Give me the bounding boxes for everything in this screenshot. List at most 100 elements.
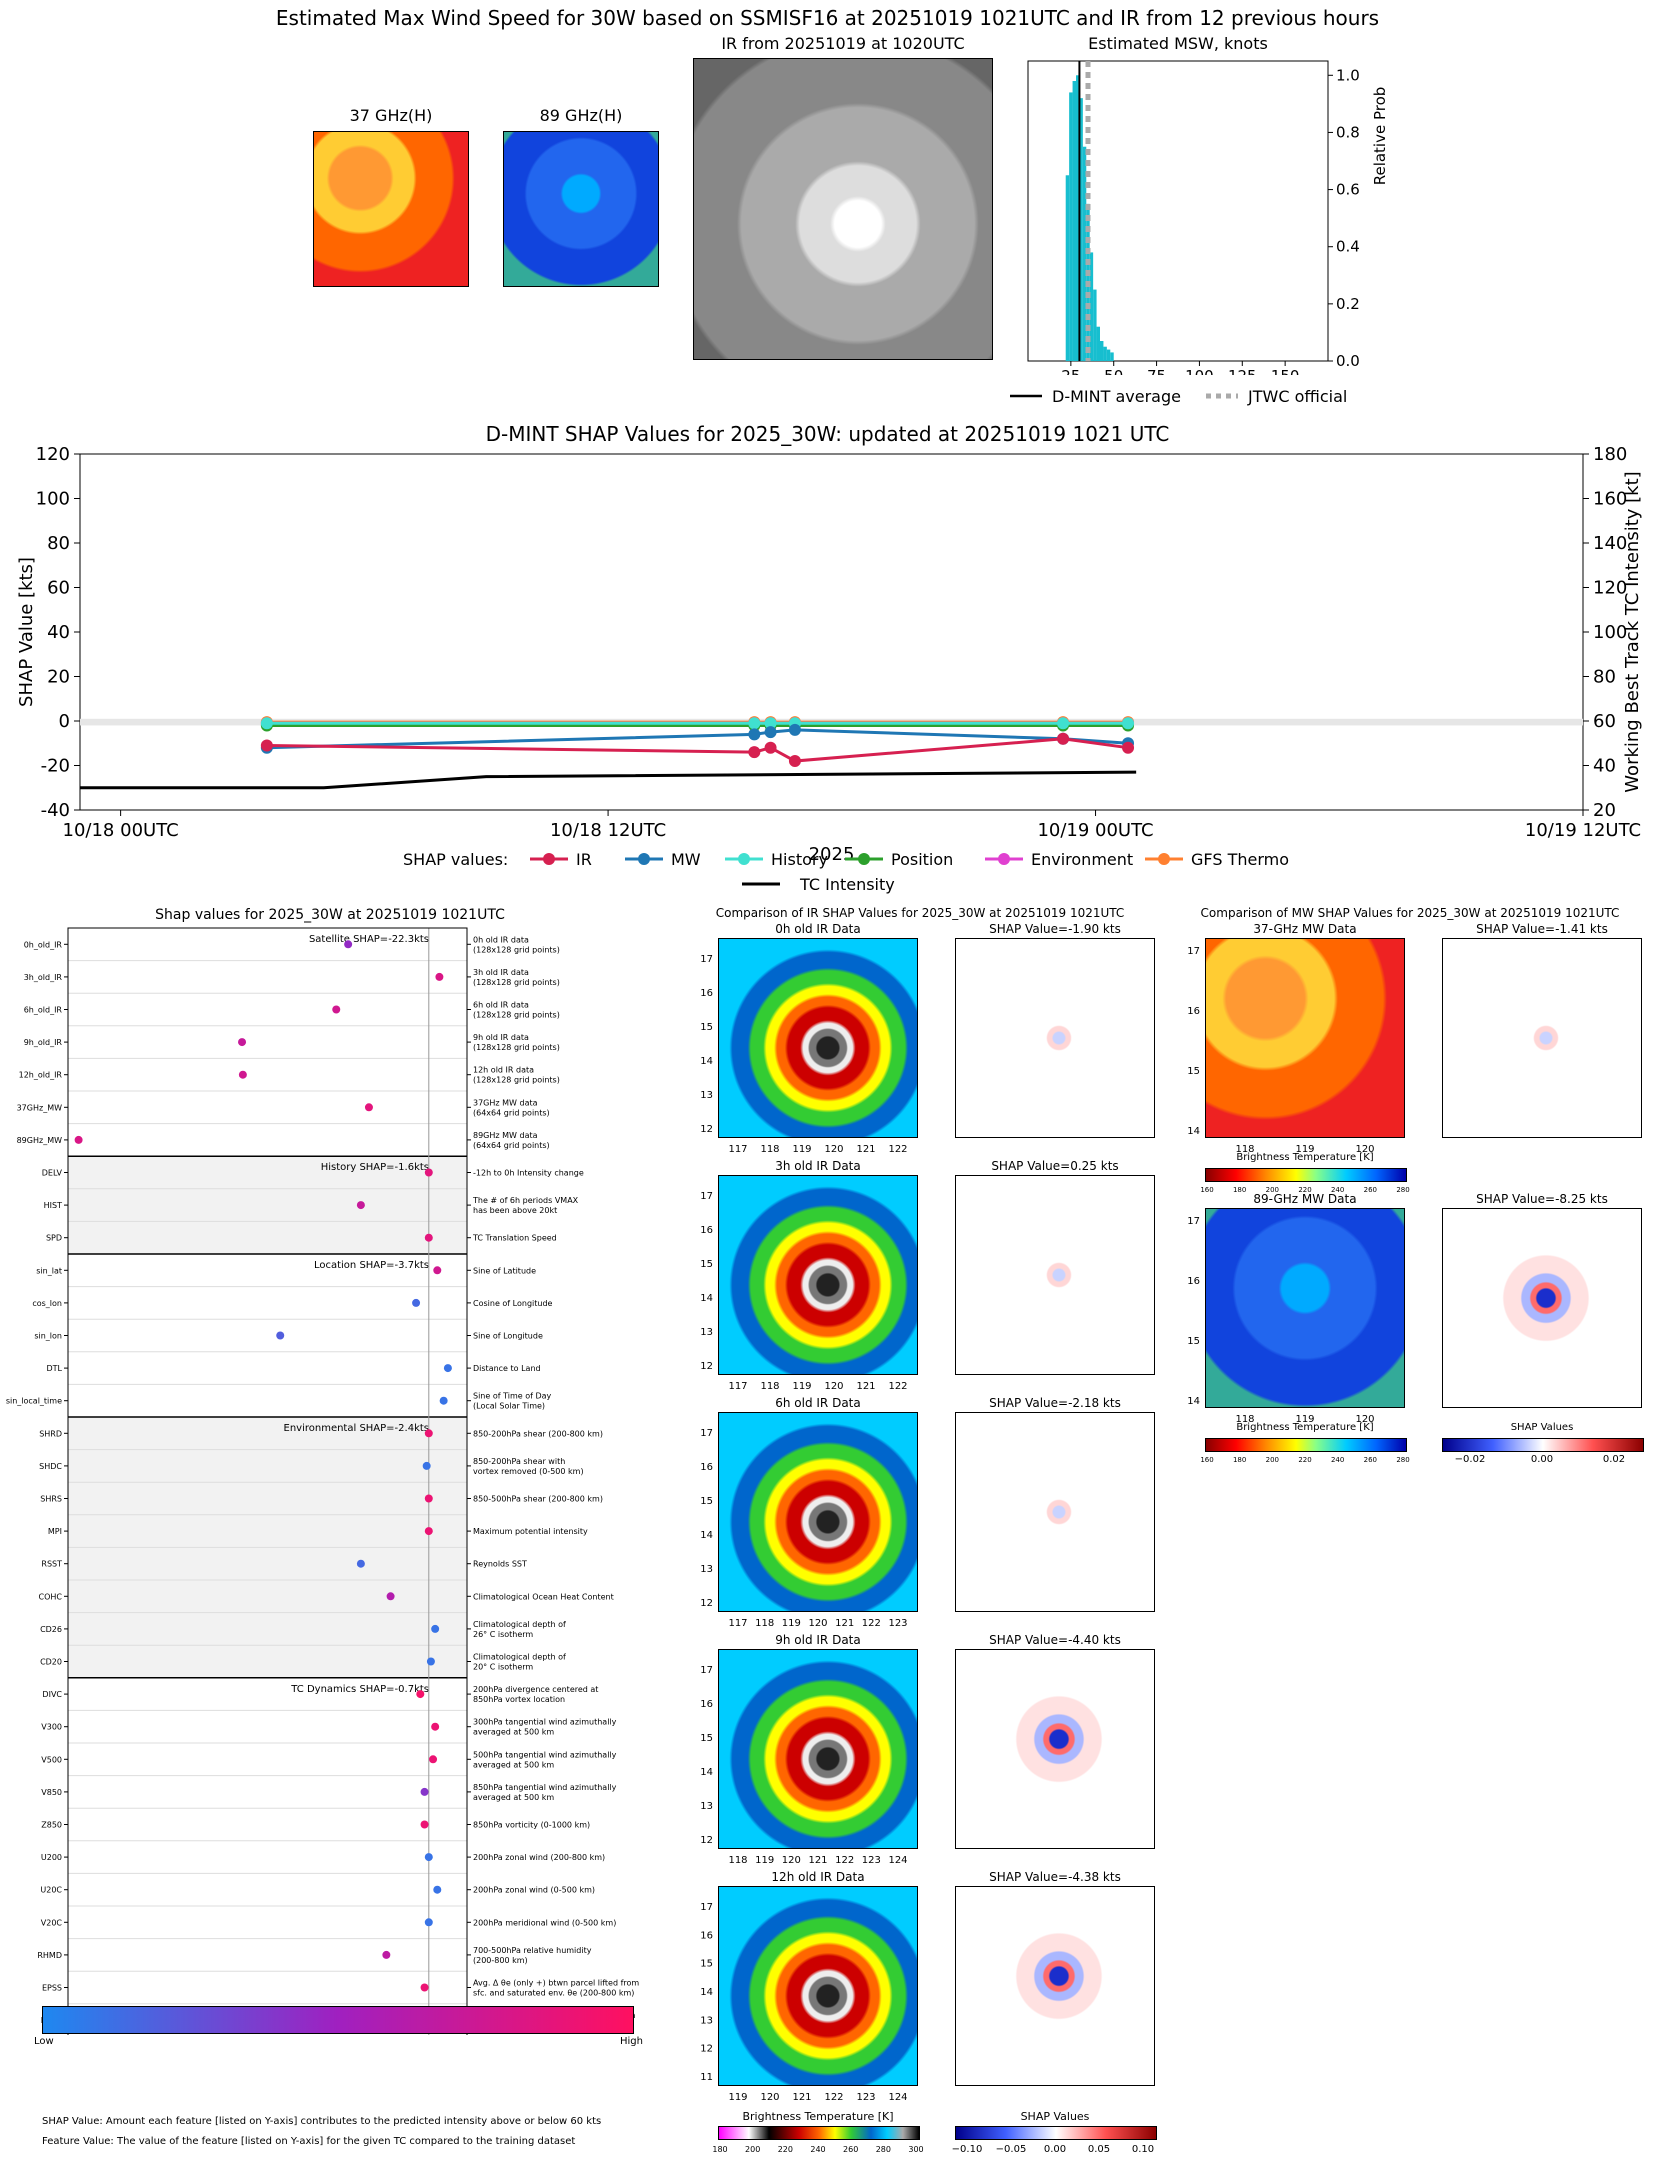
mw89-image xyxy=(1205,1208,1405,1408)
feature-description: 9h old IR data xyxy=(473,1033,529,1042)
msw-histogram: 25 50 75 100 125 150 0.0 0.2 0.4 0.6 0.8 1.0 Relativ… xyxy=(1027,60,1389,375)
feature-description: Distance to Land xyxy=(473,1364,541,1373)
ir-xtick-label: 118 xyxy=(728,1855,747,1866)
feature-description: 850-200hPa shear (200-800 km) xyxy=(473,1429,603,1438)
ir-row-title: 0h old IR Data xyxy=(775,922,861,936)
mw37-shap-title: SHAP Value=-1.41 kts xyxy=(1476,922,1608,936)
mw-ytick-label: 14 xyxy=(1187,1126,1200,1137)
feature-shap-point xyxy=(424,1168,433,1177)
feature-shap-point xyxy=(424,1527,433,1536)
feature-shap-point xyxy=(364,1103,373,1112)
feature-shap-point xyxy=(238,1070,247,1079)
ir-row-axis-ticks: 117 118 119 120 121 122 123 17 16 15 14 13 12 xyxy=(700,1428,907,1629)
feature-description: (64x64 grid points) xyxy=(473,1141,550,1150)
ir-ytick-label: 17 xyxy=(700,1902,713,1913)
feature-description: 6h old IR data xyxy=(473,1001,529,1010)
ir-ytick-label: 15 xyxy=(700,1022,713,1033)
mw-ytick-label: 16 xyxy=(1187,1276,1200,1287)
ir-xtick-label: 117 xyxy=(728,1381,747,1392)
feature-description: 300hPa tangential wind azimuthally xyxy=(473,1718,617,1727)
mw-xtick-label: 119 xyxy=(1295,1414,1314,1425)
mw37-colorbar-label: Brightness Temperature [K] xyxy=(1236,1152,1374,1163)
ts-y2tick-label: 60 xyxy=(1593,711,1616,732)
series-point xyxy=(788,723,801,736)
feature-description: 200hPa zonal wind (0-500 km) xyxy=(473,1886,595,1895)
ir-xtick-label: 123 xyxy=(856,2092,875,2103)
feature-name: sin_lat xyxy=(36,1266,62,1275)
legend-marker xyxy=(738,853,750,865)
feature-shap-point xyxy=(431,1624,440,1633)
feature-description: 20° C isotherm xyxy=(473,1663,533,1672)
feature-name: 89GHz_MW xyxy=(17,1136,62,1145)
feat-title: Shap values for 2025_30W at 20251019 102… xyxy=(155,907,505,923)
ir-xtick-label: 118 xyxy=(760,1144,779,1155)
ir-ytick-label: 17 xyxy=(700,1191,713,1202)
mw-shap-ticks: −0.02 0.00 0.02 xyxy=(1455,1454,1625,1465)
feature-shap-point xyxy=(356,1559,365,1568)
ir-ytick-label: 12 xyxy=(700,1361,713,1372)
ir-xtick-label: 124 xyxy=(888,1855,907,1866)
ir-row-image xyxy=(718,938,918,1138)
ir-xtick-label: 121 xyxy=(856,1144,875,1155)
feature-description: (128x128 grid points) xyxy=(473,945,560,954)
feature-description: 850hPa tangential wind azimuthally xyxy=(473,1783,617,1792)
feature-description: The # of 6h periods VMAX xyxy=(472,1196,579,1205)
colorbar-tick-label: −0.05 xyxy=(996,2144,1027,2155)
feature-description: 200hPa divergence centered at xyxy=(473,1685,598,1694)
ir-row-axis-ticks: 117 118 119 120 121 122 17 16 15 14 13 12 xyxy=(700,1191,907,1392)
ts-ylabel-left: SHAP Value [kts] xyxy=(16,557,37,707)
legend-marker xyxy=(858,853,870,865)
mw37-image xyxy=(1205,938,1405,1138)
ir-xtick-label: 119 xyxy=(755,1855,774,1866)
ir-row-image xyxy=(718,1886,918,2086)
feature-name: RHMD xyxy=(37,1951,62,1960)
ir-xtick-label: 119 xyxy=(792,1381,811,1392)
ts-y2tick-label: 100 xyxy=(1593,622,1627,643)
ir-ytick-label: 16 xyxy=(700,1462,713,1473)
hist-xtick-label: 125 xyxy=(1228,367,1257,375)
ir-ytick-label: 13 xyxy=(700,1801,713,1812)
series-point xyxy=(748,728,761,741)
feature-name: DTL xyxy=(46,1364,62,1373)
feature-name: U20C xyxy=(40,1886,62,1895)
colorbar-tick-label: 240 xyxy=(810,2145,825,2154)
ir-xtick-label: 122 xyxy=(888,1144,907,1155)
feature-name: DELV xyxy=(42,1169,63,1178)
mw-ytick-label: 14 xyxy=(1187,1396,1200,1407)
ir-xtick-label: 120 xyxy=(824,1144,843,1155)
ts-y2tick-label: 160 xyxy=(1593,489,1627,510)
mw89-title: 89-GHz MW Data xyxy=(1253,1192,1357,1206)
colorbar-tick-label: −0.02 xyxy=(1455,1454,1486,1465)
panel-89-image xyxy=(503,131,659,287)
mw37-shap-image xyxy=(1442,938,1642,1138)
feature-name: SHDC xyxy=(39,1462,62,1471)
feature-description: (200-800 km) xyxy=(473,1956,528,1965)
colorbar-tick-label: 240 xyxy=(1331,1186,1344,1194)
ir-row-axis-ticks: 119 120 121 122 123 124 17 16 15 14 13 12 11 xyxy=(700,1902,907,2103)
feature-shap-point xyxy=(238,1038,247,1047)
legend-jtwc: JTWC official xyxy=(1247,387,1347,406)
colorbar-tick-label: 180 xyxy=(1233,1186,1246,1194)
ir-row-image xyxy=(718,1649,918,1849)
feature-description: Sine of Time of Day xyxy=(473,1392,552,1401)
ts-xtick-label: 10/18 12UTC xyxy=(550,820,666,841)
ir-row-shap-image xyxy=(955,938,1155,1138)
legend-label-position: Position xyxy=(891,850,953,869)
colorbar-tick-label: −0.10 xyxy=(952,2144,983,2155)
feature-shap-point xyxy=(435,972,444,981)
hist-bar xyxy=(1100,341,1104,361)
panel-89-title: 89 GHz(H) xyxy=(539,106,623,125)
ts-ylabel-right: Working Best Track TC Intensity [kt] xyxy=(1622,471,1643,792)
feature-name: 0h_old_IR xyxy=(24,940,63,949)
hist-ytick-label: 0.0 xyxy=(1336,352,1360,370)
group-label: Environmental SHAP=-2.4kts xyxy=(284,1423,430,1434)
mw-shap-colorbar-label: SHAP Values xyxy=(1510,1422,1574,1433)
legend-label-mw: MW xyxy=(671,850,701,869)
ir-xtick-label: 119 xyxy=(728,2092,747,2103)
hist-bar xyxy=(1110,352,1114,361)
colorbar-tick-label: 260 xyxy=(1364,1186,1377,1194)
ir-xtick-label: 120 xyxy=(760,2092,779,2103)
ts-frame xyxy=(79,453,1584,811)
mw-xtick-label: 118 xyxy=(1235,1144,1254,1155)
hist-ytick-label: 0.6 xyxy=(1336,181,1360,199)
